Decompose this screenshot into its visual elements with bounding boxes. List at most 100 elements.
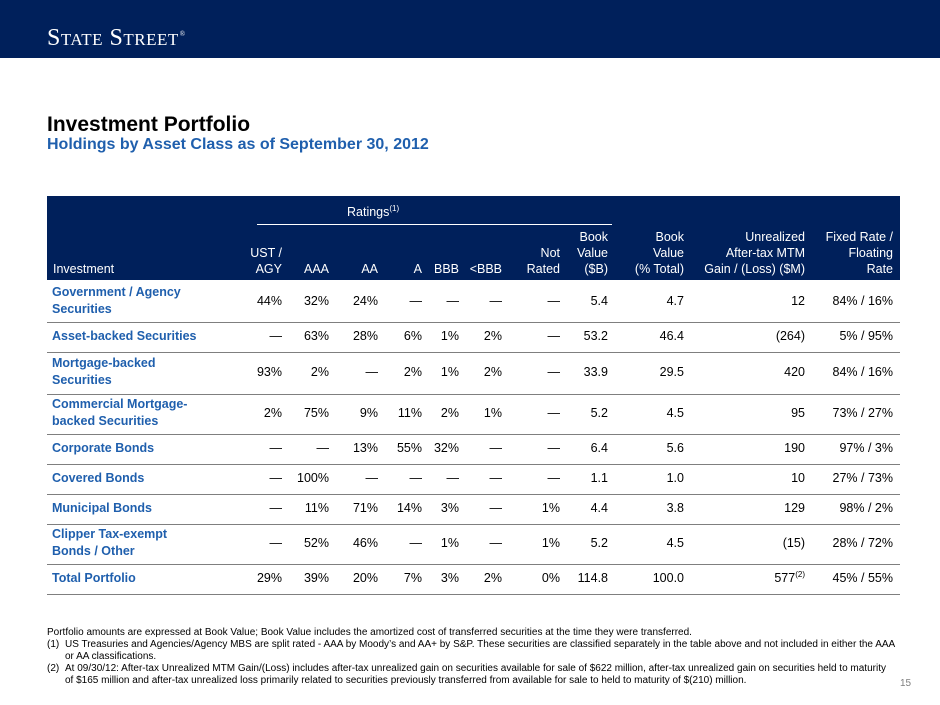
- table-row: Total Portfolio 29% 39% 20% 7% 3% 2% 0% 114.8 100…: [47, 564, 900, 595]
- cell-nr: —: [547, 440, 561, 455]
- cell-ust: 44%: [256, 293, 282, 308]
- cell-nr: —: [547, 364, 561, 379]
- page-title: Investment Portfolio: [47, 113, 251, 136]
- col-header-bbb: BBB: [433, 262, 459, 276]
- col-header-not-rated: Not Rated: [526, 246, 560, 276]
- cell-a: 55%: [396, 440, 422, 455]
- cell-bvp: 4.7: [666, 293, 684, 308]
- cell-a: —: [409, 535, 423, 550]
- col-header-book-value-b: Book Value ($B): [576, 230, 608, 276]
- cell-aaa: 63%: [303, 328, 329, 343]
- cell-nr: 1%: [541, 535, 560, 550]
- cell-a: 6%: [403, 328, 422, 343]
- row-label: Commercial Mortgage-backed Securities: [52, 397, 188, 428]
- cell-aa: —: [365, 470, 379, 485]
- col-header-ust-agy: UST / AGY: [250, 246, 282, 276]
- cell-fixed: 84% / 16%: [832, 293, 893, 308]
- cell-mtm: 577(2): [774, 569, 805, 585]
- row-label: Total Portfolio: [52, 570, 136, 585]
- cell-aa: 28%: [352, 328, 378, 343]
- cell-aaa: —: [316, 440, 330, 455]
- cell-fixed: 27% / 73%: [832, 470, 893, 485]
- cell-mtm: 12: [791, 293, 805, 308]
- cell-aa: 9%: [359, 405, 378, 420]
- cell-a: —: [409, 470, 423, 485]
- col-header-book-value-pct: Book Value (% Total): [634, 230, 684, 276]
- cell-lbbb: —: [489, 440, 503, 455]
- col-header-fixed-floating: Fixed Rate / Floating Rate: [825, 230, 893, 276]
- col-header-investment: Investment: [53, 262, 115, 276]
- footnote-ref: (2): [795, 569, 805, 579]
- cell-bvb: 5.2: [590, 405, 608, 420]
- cell-ust: 29%: [256, 570, 282, 585]
- col-header-below-bbb: <BBB: [469, 262, 502, 276]
- table-row: Mortgage-backed Securities 93% 2% — 2% 1% 2% — 33…: [47, 352, 900, 395]
- page-subtitle: Holdings by Asset Class as of September …: [47, 136, 429, 153]
- cell-aaa: 100%: [297, 470, 329, 485]
- cell-lbbb: 2%: [483, 328, 502, 343]
- table-row: Municipal Bonds — 11% 71% 14% 3% — 1% 4.4 3.8 129 9…: [47, 494, 900, 525]
- cell-fixed: 45% / 55%: [832, 570, 893, 585]
- row-label: Government / Agency Securities: [52, 285, 181, 316]
- cell-aa: 46%: [352, 535, 378, 550]
- cell-nr: —: [547, 405, 561, 420]
- cell-lbbb: 2%: [483, 570, 502, 585]
- cell-mtm: 10: [791, 470, 805, 485]
- cell-aa: 20%: [352, 570, 378, 585]
- cell-fixed: 73% / 27%: [832, 405, 893, 420]
- row-label: Municipal Bonds: [52, 500, 152, 515]
- row-label: Corporate Bonds: [52, 440, 155, 455]
- footnotes: Portfolio amounts are expressed at Book …: [47, 627, 897, 687]
- cell-aaa: 75%: [303, 405, 329, 420]
- cell-bvb: 5.4: [590, 293, 608, 308]
- table-header: Ratings(1) Investment UST / AGY AAA AA A …: [47, 196, 900, 280]
- cell-fixed: 28% / 72%: [832, 535, 893, 550]
- cell-bvp: 100.0: [652, 570, 684, 585]
- cell-fixed: 97% / 3%: [839, 440, 893, 455]
- cell-bbb: 2%: [440, 405, 459, 420]
- footnote-1: (1) US Treasuries and Agencies/Agency MB…: [47, 639, 895, 662]
- cell-mtm: 129: [784, 500, 805, 515]
- row-label: Mortgage-backed Securities: [52, 356, 156, 387]
- table-row: Commercial Mortgage-backed Securities 2% 7…: [47, 394, 900, 435]
- cell-fixed: 98% / 2%: [839, 500, 893, 515]
- cell-aaa: 2%: [310, 364, 329, 379]
- logo-registered-mark: ®: [179, 30, 186, 38]
- table-row: Corporate Bonds — — 13% 55% 32% — — 6.4 5.6 190 97%…: [47, 434, 900, 465]
- cell-lbbb: —: [489, 470, 503, 485]
- cell-aaa: 52%: [303, 535, 329, 550]
- cell-nr: —: [547, 293, 561, 308]
- cell-bvp: 4.5: [666, 405, 684, 420]
- cell-mtm: (15): [782, 535, 805, 550]
- cell-mtm: 190: [784, 440, 805, 455]
- cell-bbb: 3%: [440, 570, 459, 585]
- cell-bbb: 1%: [440, 328, 459, 343]
- cell-bvp: 46.4: [659, 328, 684, 343]
- row-label: Covered Bonds: [52, 470, 145, 485]
- cell-bvb: 4.4: [590, 500, 608, 515]
- cell-mtm: (264): [775, 328, 805, 343]
- cell-a: 7%: [403, 570, 422, 585]
- cell-fixed: 84% / 16%: [832, 364, 893, 379]
- cell-bvp: 1.0: [666, 470, 684, 485]
- cell-lbbb: —: [489, 293, 503, 308]
- cell-nr: 0%: [541, 570, 560, 585]
- cell-bvb: 6.4: [590, 440, 608, 455]
- cell-bbb: —: [446, 293, 460, 308]
- cell-aa: 13%: [352, 440, 378, 455]
- table-row: Asset-backed Securities — 63% 28% 6% 1% 2% — 53.…: [47, 322, 900, 353]
- cell-bvb: 114.8: [577, 570, 608, 585]
- cell-aa: —: [365, 364, 379, 379]
- col-header-a: A: [413, 262, 422, 276]
- page-number: 15: [900, 678, 912, 689]
- row-label: Clipper Tax-exempt Bonds / Other: [52, 527, 168, 558]
- table-row: Government / Agency Securities 44% 32% 24% — —…: [47, 282, 900, 323]
- cell-nr: —: [547, 328, 561, 343]
- col-header-aaa: AAA: [303, 262, 329, 276]
- cell-aaa: 11%: [304, 500, 329, 515]
- cell-lbbb: —: [489, 535, 503, 550]
- cell-ust: —: [269, 535, 283, 550]
- ratings-group-header: Ratings(1): [347, 203, 400, 219]
- cell-ust: 93%: [256, 364, 282, 379]
- cell-bbb: 32%: [433, 440, 459, 455]
